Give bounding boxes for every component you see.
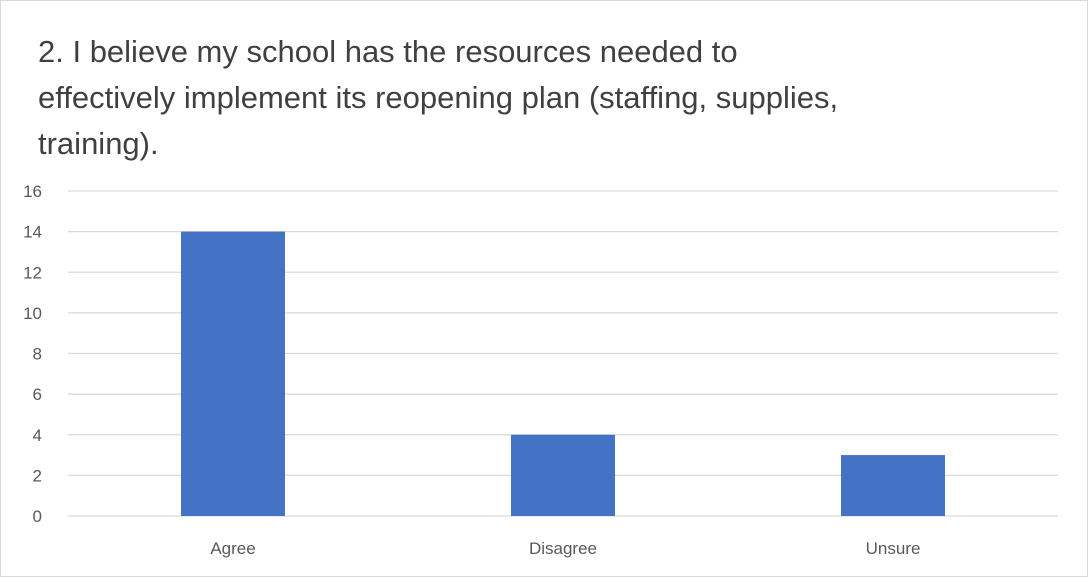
y-tick-label: 0 bbox=[33, 507, 42, 526]
y-tick-label: 12 bbox=[23, 263, 42, 282]
y-tick-label: 10 bbox=[23, 304, 42, 323]
bars bbox=[181, 231, 945, 516]
x-tick-label: Agree bbox=[210, 539, 255, 558]
y-axis: 0 2 4 6 8 10 12 14 16 bbox=[23, 182, 42, 526]
x-tick-label: Disagree bbox=[529, 539, 597, 558]
x-axis: Agree Disagree Unsure bbox=[210, 539, 920, 558]
x-tick-label: Unsure bbox=[866, 539, 921, 558]
chart-title: 2. I believe my school has the resources… bbox=[38, 34, 839, 161]
bar-agree bbox=[181, 231, 285, 516]
y-tick-label: 4 bbox=[33, 426, 42, 445]
bar-unsure bbox=[841, 455, 945, 516]
bar-disagree bbox=[511, 434, 615, 516]
y-tick-label: 16 bbox=[23, 182, 42, 201]
y-tick-label: 6 bbox=[33, 385, 42, 404]
y-tick-label: 8 bbox=[33, 345, 42, 364]
y-tick-label: 14 bbox=[23, 223, 42, 242]
y-tick-label: 2 bbox=[33, 466, 42, 485]
